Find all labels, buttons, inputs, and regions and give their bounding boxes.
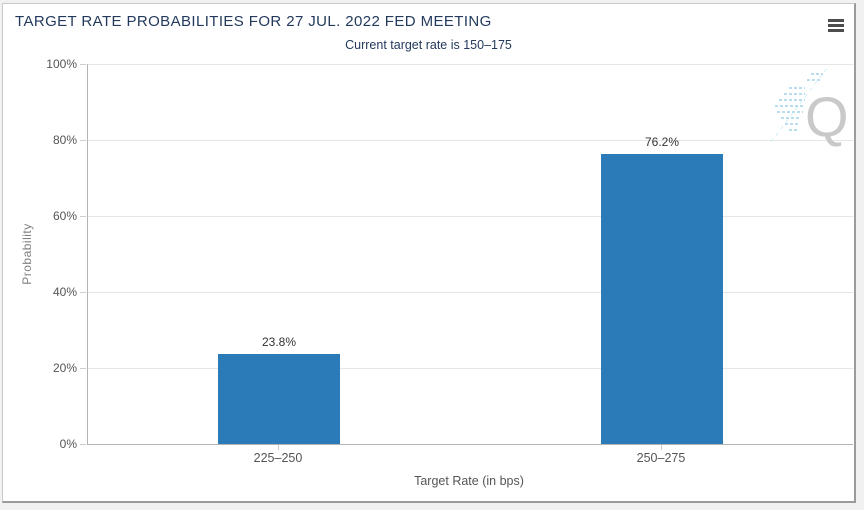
chart-card: TARGET RATE PROBABILITIES FOR 27 JUL. 20… [2,3,856,503]
q-logo-watermark: Q [770,67,849,147]
gridline-20 [88,368,853,369]
y-tick [80,292,86,293]
x-axis-title: Target Rate (in bps) [414,474,524,488]
y-tick-label-20: 20% [52,361,77,375]
y-tick-label-0: 0% [59,437,77,451]
y-tick [80,64,86,65]
gridline-80 [88,140,853,141]
hamburger-bar [828,24,844,27]
gridline-60 [88,216,853,217]
y-tick [80,140,86,141]
y-tick-label-80: 80% [52,133,77,147]
y-tick-label-100: 100% [46,57,77,71]
bar-250-275[interactable] [601,154,723,444]
q-letter: Q [805,85,849,147]
y-tick-label-40: 40% [52,285,77,299]
y-tick [80,216,86,217]
gridline-100 [88,64,853,65]
chart-subtitle: Current target rate is 150–175 [345,38,512,52]
x-category-225-250: 225–250 [253,451,303,465]
y-tick [80,368,86,369]
x-tick [278,445,279,450]
y-tick [80,444,86,445]
bar-225-250[interactable] [218,353,340,444]
gridline-40 [88,292,853,293]
chart-title: TARGET RATE PROBABILITIES FOR 27 JUL. 20… [15,13,492,30]
hamburger-bar [828,19,844,22]
hamburger-icon[interactable] [828,19,845,32]
y-axis-title: Probability [20,223,34,285]
bar-value-label: 76.2% [644,135,680,150]
bar-value-label: 23.8% [261,334,297,349]
y-tick-label-60: 60% [52,209,77,223]
plot-area: 23.8% 76.2% [87,64,853,445]
x-category-250-275: 250–275 [636,451,686,465]
hamburger-bar [828,29,844,32]
x-tick [661,445,662,450]
